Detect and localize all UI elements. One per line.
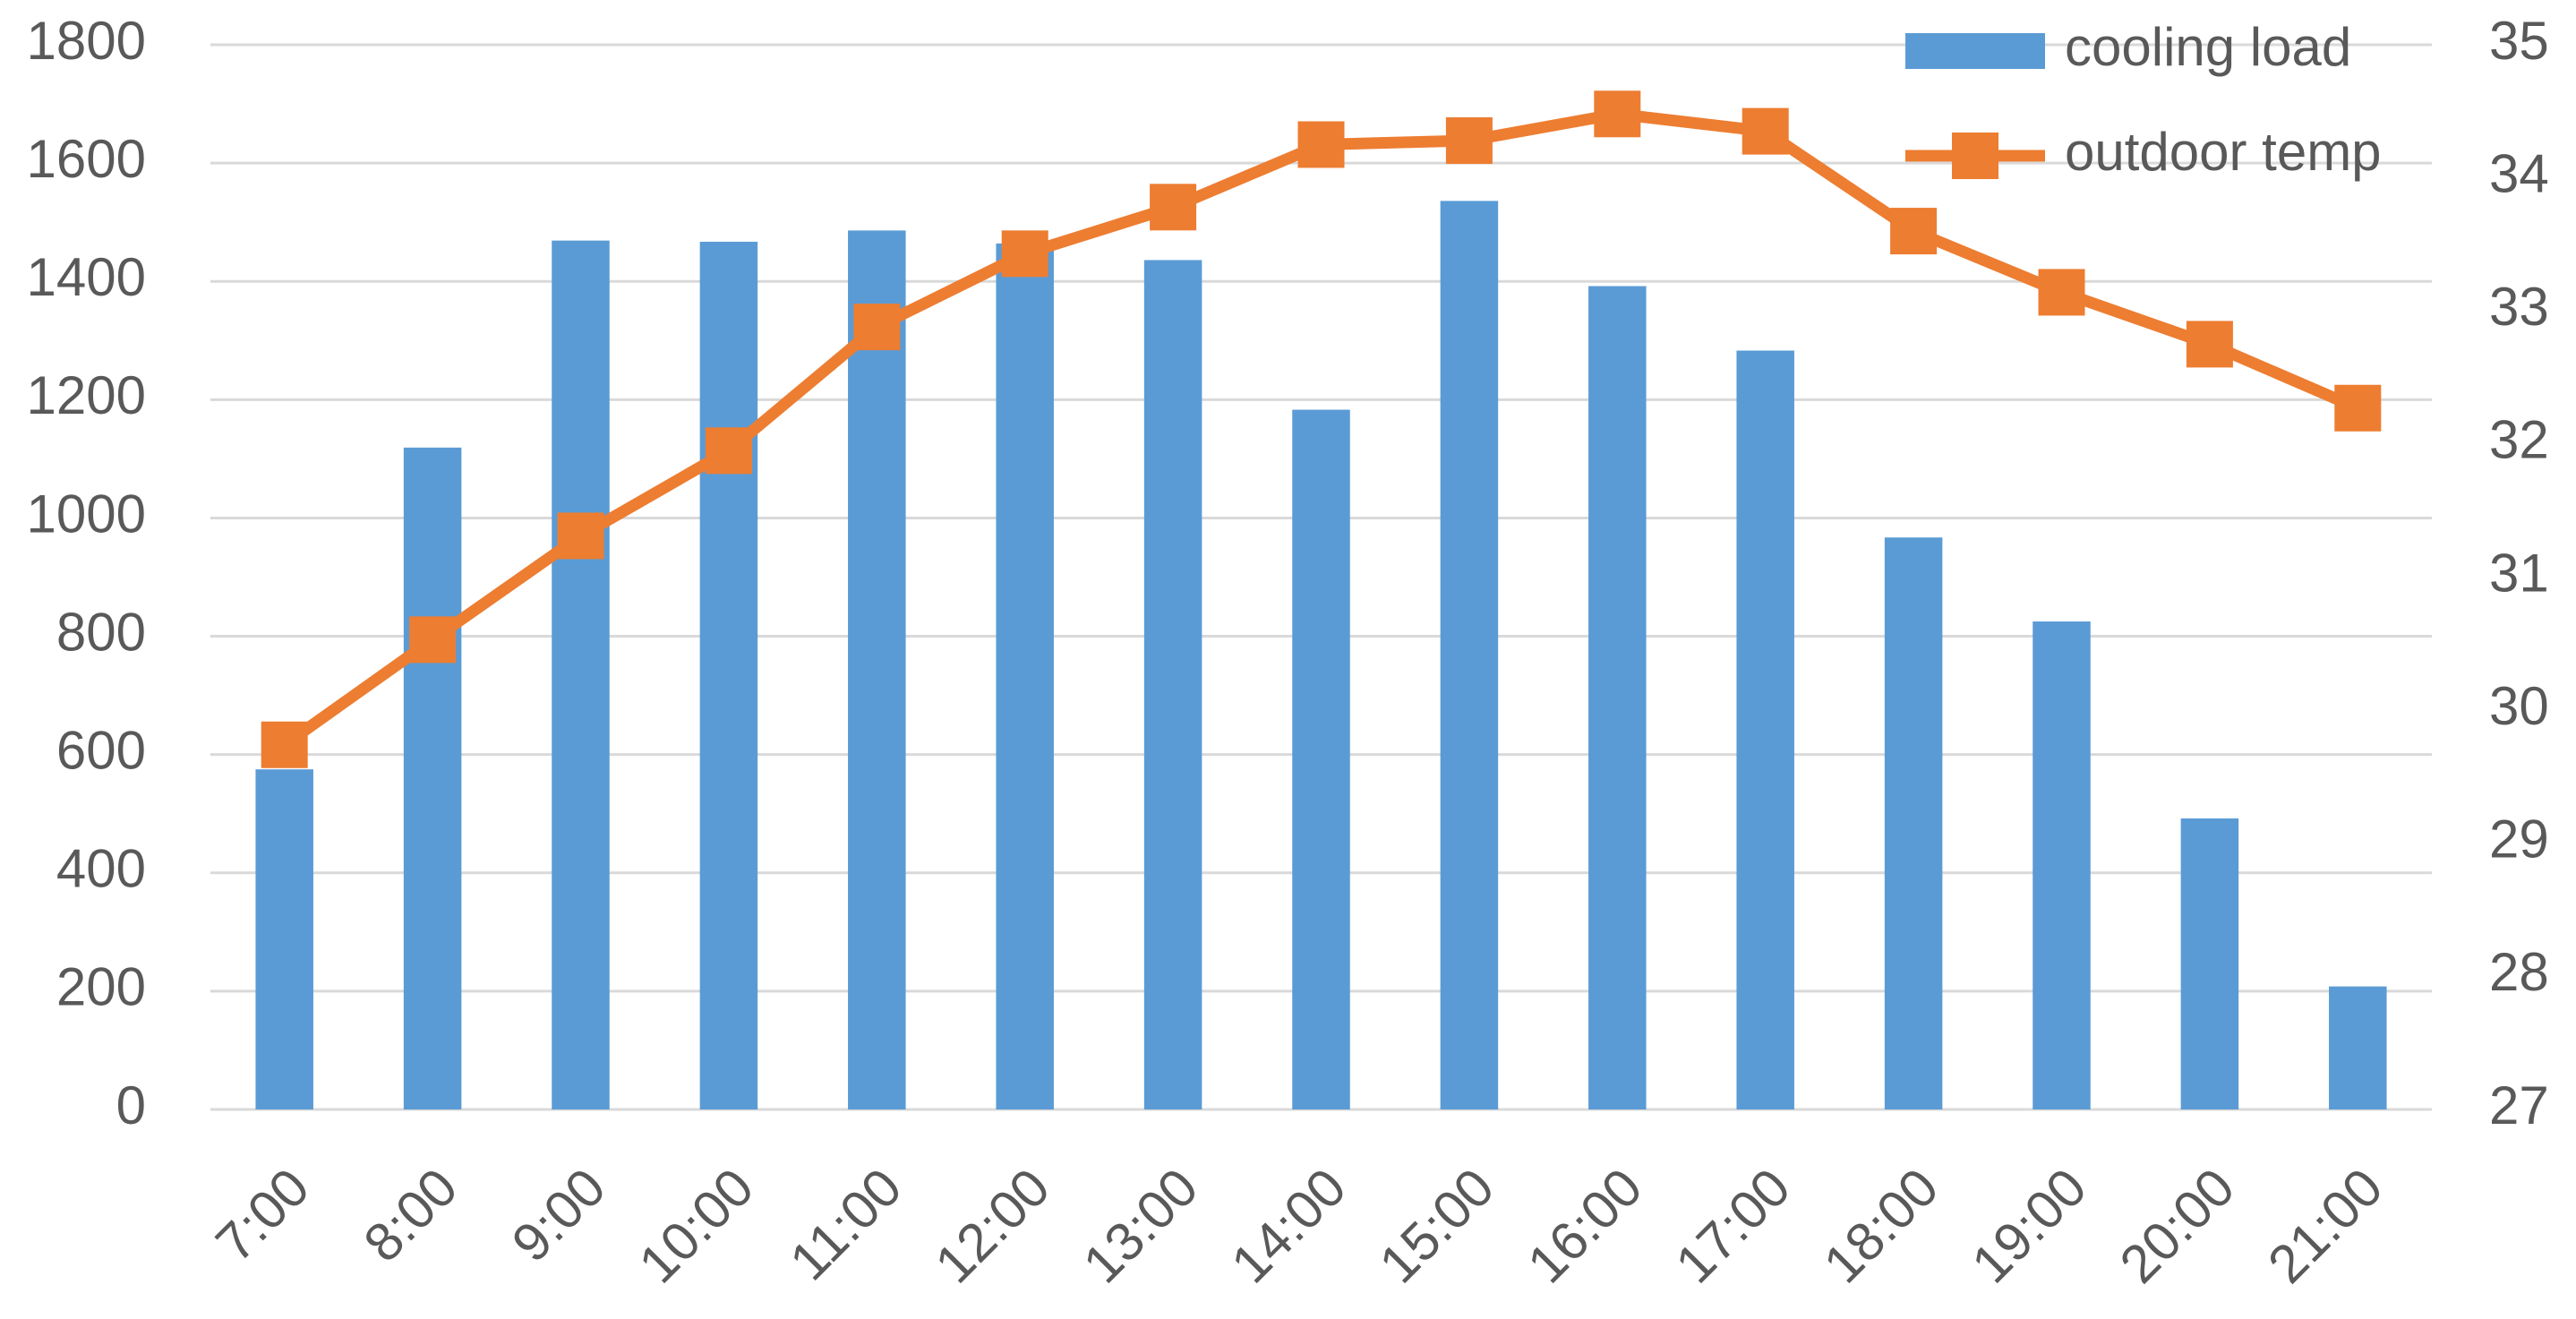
y2-tick-label: 31 xyxy=(2489,543,2549,603)
bar xyxy=(403,447,462,1109)
bar xyxy=(255,769,313,1109)
x-tick-label: 9:00 xyxy=(501,1157,617,1273)
y-tick-label: 800 xyxy=(56,602,146,662)
bar xyxy=(1588,286,1647,1109)
legend-label: cooling load xyxy=(2065,17,2351,77)
x-tick-label: 15:00 xyxy=(1368,1157,1506,1295)
y2-tick-label: 35 xyxy=(2489,11,2549,71)
bar xyxy=(1292,409,1350,1110)
bar xyxy=(848,230,906,1110)
x-tick-label: 20:00 xyxy=(2109,1157,2247,1295)
x-tick-label: 12:00 xyxy=(924,1157,1062,1295)
x-tick-label: 17:00 xyxy=(1665,1157,1802,1295)
bar xyxy=(1884,537,1943,1109)
legend-label: outdoor temp xyxy=(2065,122,2382,182)
bar xyxy=(699,241,758,1110)
x-tick-label: 13:00 xyxy=(1072,1157,1210,1295)
line-marker xyxy=(1150,184,1197,231)
line-marker xyxy=(1297,121,1345,168)
line-marker xyxy=(1001,230,1048,278)
y-tick-label: 1400 xyxy=(27,247,146,307)
line-marker xyxy=(409,616,457,664)
x-tick-label: 14:00 xyxy=(1220,1157,1357,1295)
bar xyxy=(996,243,1054,1109)
x-tick-label: 10:00 xyxy=(628,1157,766,1295)
line-marker xyxy=(261,721,308,768)
line-marker xyxy=(1594,90,1641,138)
x-tick-label: 18:00 xyxy=(1812,1157,1950,1295)
y-tick-label: 200 xyxy=(56,957,146,1017)
y-tick-label: 1000 xyxy=(27,484,146,544)
bar xyxy=(552,240,610,1109)
bar xyxy=(2180,818,2239,1109)
x-tick-label: 21:00 xyxy=(2256,1157,2394,1295)
x-tick-label: 16:00 xyxy=(1516,1157,1654,1295)
line-marker xyxy=(2334,384,2382,432)
x-tick-label: 8:00 xyxy=(353,1157,469,1273)
legend-marker xyxy=(1952,133,1998,179)
x-tick-label: 7:00 xyxy=(204,1157,321,1273)
y-tick-label: 1800 xyxy=(27,11,146,71)
x-tick-label: 19:00 xyxy=(1960,1157,2098,1295)
y-tick-label: 1600 xyxy=(27,129,146,189)
y2-tick-label: 27 xyxy=(2489,1075,2549,1135)
bar xyxy=(1736,350,1794,1110)
y2-tick-label: 32 xyxy=(2489,410,2549,470)
y-tick-label: 1200 xyxy=(27,365,146,425)
y-tick-label: 600 xyxy=(56,721,146,781)
line-marker xyxy=(1445,117,1493,165)
bar xyxy=(2033,621,2091,1109)
y-tick-label: 0 xyxy=(116,1075,146,1135)
bar xyxy=(2329,986,2387,1109)
y2-tick-label: 30 xyxy=(2489,676,2549,736)
line-marker xyxy=(705,427,752,475)
x-tick-label: 11:00 xyxy=(778,1157,912,1291)
y-tick-label: 400 xyxy=(56,839,146,899)
line-marker xyxy=(2186,321,2233,368)
line-marker xyxy=(557,512,604,560)
legend-swatch xyxy=(1905,33,2045,69)
bar xyxy=(1440,201,1499,1110)
line-marker xyxy=(853,304,901,351)
y2-tick-label: 33 xyxy=(2489,277,2549,337)
bar xyxy=(1143,260,1202,1109)
y2-tick-label: 29 xyxy=(2489,809,2549,869)
line-marker xyxy=(2038,269,2085,316)
line-marker xyxy=(1890,208,1938,255)
line-marker xyxy=(1742,107,1789,155)
y2-tick-label: 28 xyxy=(2489,942,2549,1002)
y2-tick-label: 34 xyxy=(2489,143,2549,203)
